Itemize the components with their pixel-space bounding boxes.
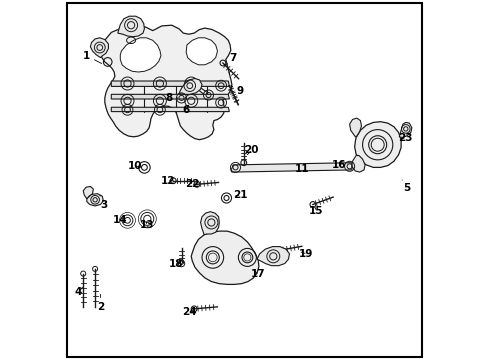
Polygon shape [230,163,352,172]
Polygon shape [179,78,202,94]
Text: 21: 21 [232,190,247,200]
Polygon shape [111,94,229,99]
Text: 13: 13 [139,220,154,230]
Text: 14: 14 [113,215,127,225]
Text: 5: 5 [401,180,409,193]
Text: 12: 12 [161,176,175,186]
Text: 1: 1 [83,51,102,63]
Polygon shape [191,231,258,284]
Text: 9: 9 [230,86,243,96]
Text: 15: 15 [308,206,323,216]
Text: 16: 16 [331,160,346,170]
Polygon shape [111,107,229,112]
Text: 23: 23 [398,132,412,143]
Text: 2: 2 [97,294,104,312]
Text: 11: 11 [294,164,309,174]
Polygon shape [118,16,144,37]
Polygon shape [101,25,231,140]
Text: 7: 7 [224,53,236,65]
Text: 3: 3 [100,195,107,210]
Polygon shape [349,118,361,137]
Text: 19: 19 [299,249,313,259]
Polygon shape [186,38,217,65]
Text: 17: 17 [250,269,265,279]
Polygon shape [200,212,219,235]
Text: 6: 6 [182,105,189,115]
Text: 10: 10 [127,161,142,171]
Polygon shape [399,122,411,138]
Text: 18: 18 [168,258,183,269]
Polygon shape [111,81,229,86]
Text: 8: 8 [165,93,177,103]
Polygon shape [351,156,365,172]
Text: 24: 24 [182,307,197,318]
Text: 22: 22 [184,179,199,189]
Polygon shape [90,38,108,58]
Polygon shape [83,186,93,199]
Polygon shape [257,247,289,266]
Text: 20: 20 [244,145,259,156]
Polygon shape [87,194,103,206]
Text: 4: 4 [74,287,82,297]
Polygon shape [120,38,161,72]
Polygon shape [354,122,400,167]
